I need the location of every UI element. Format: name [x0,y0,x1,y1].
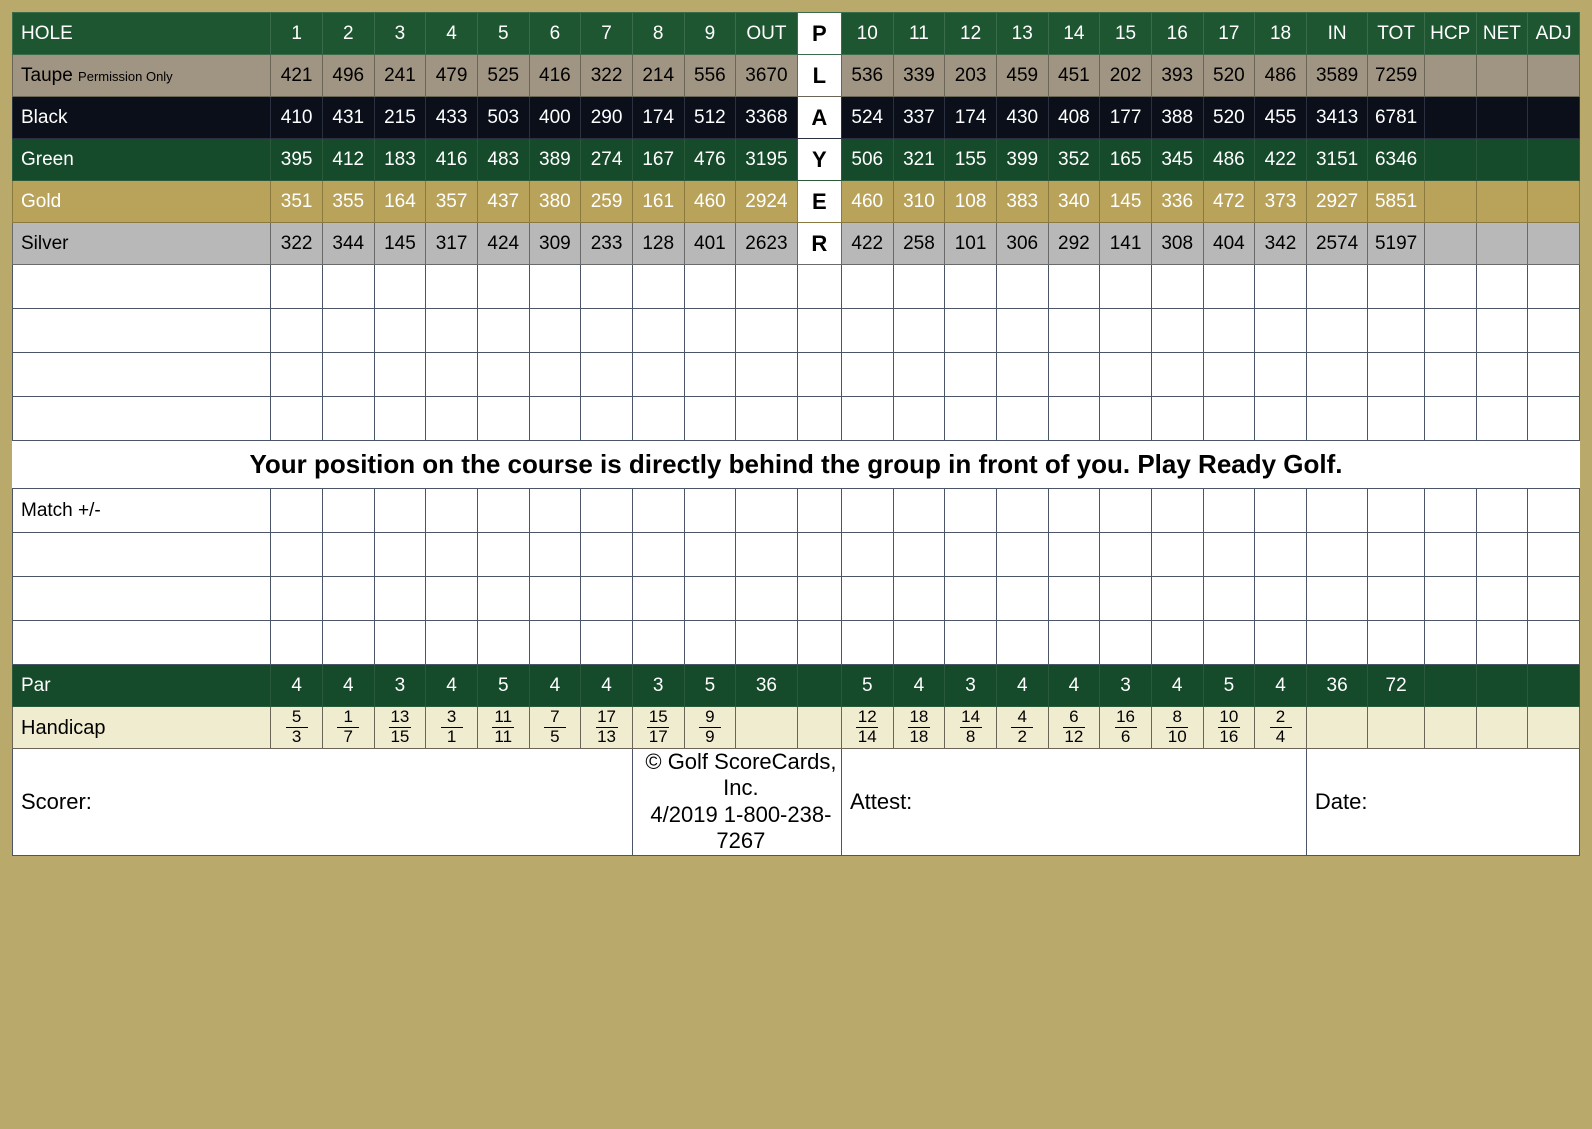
hole-9: 9 [684,13,736,55]
hole-5: 5 [477,13,529,55]
date-label: Date: [1306,749,1579,856]
hole-4: 4 [426,13,478,55]
hole-18: 18 [1255,13,1307,55]
blank-score-row [13,265,1580,309]
player-letter: R [797,223,841,265]
header-row: HOLE123456789OUTP101112131415161718INTOT… [13,13,1580,55]
hole-12: 12 [945,13,997,55]
tee-label: Black [13,97,271,139]
tee-row-silver: Silver3223441453174243092331284012623R42… [13,223,1580,265]
tee-row-black: Black4104312154335034002901745123368A524… [13,97,1580,139]
copyright: © Golf ScoreCards, Inc.4/2019 1-800-238-… [632,749,841,856]
hole-3: 3 [374,13,426,55]
player-letter: P [797,13,841,55]
hole-13: 13 [996,13,1048,55]
hole-label: HOLE [13,13,271,55]
tee-row-taupe: Taupe Permission Only4214962414795254163… [13,55,1580,97]
hole-6: 6 [529,13,581,55]
player-letter: L [797,55,841,97]
attest-label: Attest: [841,749,1306,856]
tee-label: Taupe Permission Only [13,55,271,97]
hole-15: 15 [1100,13,1152,55]
message-row: Your position on the course is directly … [13,441,1580,489]
in-label: IN [1306,13,1367,55]
par-row: Par443454435365434434543672 [13,665,1580,707]
hole-2: 2 [322,13,374,55]
hole-16: 16 [1151,13,1203,55]
handicap-label: Handicap [13,707,271,749]
player-letter: A [797,97,841,139]
match-row: Match +/- [13,489,1580,533]
blank-score-row [13,309,1580,353]
blank-score-row [13,533,1580,577]
hole-17: 17 [1203,13,1255,55]
adj-label: ADJ [1528,13,1580,55]
golf-scorecard: HOLE123456789OUTP101112131415161718INTOT… [12,12,1580,856]
blank-score-row [13,397,1580,441]
player-letter: E [797,181,841,223]
footer-row: Scorer:© Golf ScoreCards, Inc.4/2019 1-8… [13,749,1580,856]
hole-10: 10 [841,13,893,55]
tee-row-green: Green3954121834164833892741674763195Y506… [13,139,1580,181]
handicap-row: Handicap53171315311111751713151799121418… [13,707,1580,749]
tot-label: TOT [1368,13,1425,55]
hole-7: 7 [581,13,633,55]
tee-label: Green [13,139,271,181]
blank-score-row [13,577,1580,621]
blank-score-row [13,353,1580,397]
player-letter: Y [797,139,841,181]
par-label: Par [13,665,271,707]
out-label: OUT [736,13,797,55]
hole-8: 8 [632,13,684,55]
hole-14: 14 [1048,13,1100,55]
scorer-label: Scorer: [13,749,633,856]
hcp-label: HCP [1424,13,1476,55]
scorecard-table: HOLE123456789OUTP101112131415161718INTOT… [12,12,1580,856]
hole-1: 1 [271,13,323,55]
blank-score-row [13,621,1580,665]
match-label: Match +/- [13,489,271,533]
hole-11: 11 [893,13,945,55]
tee-label: Silver [13,223,271,265]
tee-row-gold: Gold3513551643574373802591614602924E4603… [13,181,1580,223]
net-label: NET [1476,13,1528,55]
pace-of-play-message: Your position on the course is directly … [13,441,1580,489]
tee-label: Gold [13,181,271,223]
